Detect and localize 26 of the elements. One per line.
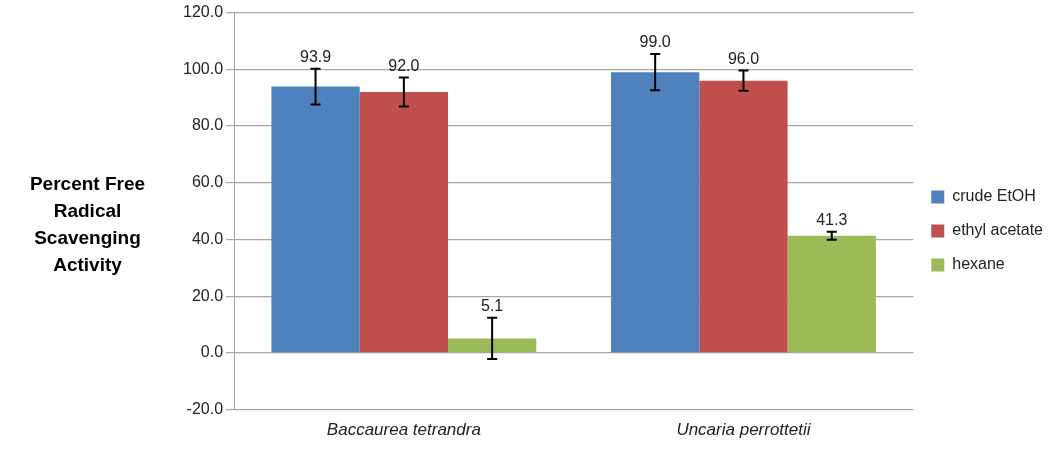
data-label: 93.9 (299, 48, 332, 66)
y-tick-label: 40.0 (191, 229, 224, 247)
y-tick-label: 60.0 (191, 173, 224, 191)
x-tick-label: Uncaria perrottetii (676, 419, 812, 439)
bar (699, 80, 788, 353)
y-tick-label: 100.0 (182, 59, 224, 77)
legend-label: crude EtOH (952, 187, 1036, 205)
data-label: 92.0 (388, 56, 420, 74)
y-tick-label: -20.0 (186, 400, 224, 418)
legend-label: ethyl acetate (952, 221, 1044, 239)
bar (448, 338, 537, 353)
y-tick-label: 120.0 (182, 3, 224, 21)
x-tick-label: Baccaurea tetrandra (326, 419, 481, 439)
data-label: 99.0 (639, 33, 671, 51)
y-tick-label: 20.0 (191, 286, 224, 304)
bar (611, 72, 700, 353)
y-tick-label: 80.0 (191, 116, 224, 134)
data-label: 5.1 (481, 297, 504, 315)
bar (271, 86, 360, 353)
data-label: 96.0 (727, 49, 760, 67)
legend-label: hexane (952, 255, 1005, 273)
bar (359, 92, 448, 353)
data-label: 41.3 (816, 211, 848, 229)
bar (787, 235, 876, 353)
y-tick-label: 0.0 (200, 343, 224, 361)
y-axis-title: Percent Free Radical Scavenging Activity (28, 172, 147, 277)
